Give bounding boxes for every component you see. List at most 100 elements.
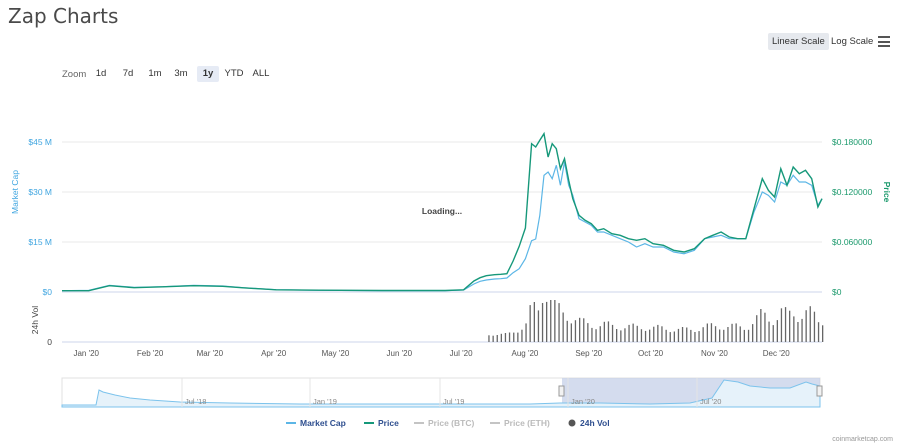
volume-tick-hidden: $0 <box>43 287 53 297</box>
navigator-tick-label: Jul '20 <box>700 397 721 406</box>
price-line <box>62 131 823 292</box>
volume-bar <box>595 329 597 342</box>
legend-item[interactable]: Price (ETH) <box>490 418 550 428</box>
volume-bar <box>661 326 663 342</box>
volume-bar <box>546 301 548 342</box>
navigator-tick-label: Jul '18 <box>185 397 206 406</box>
legend-item[interactable]: Price <box>364 418 399 428</box>
volume-bar <box>747 329 750 342</box>
volume-bar <box>566 320 568 342</box>
left-tick: $0 <box>43 287 53 297</box>
volume-bar <box>719 329 721 342</box>
market-cap-line <box>61 161 823 292</box>
volume-bar <box>784 307 787 342</box>
legend-item[interactable]: 24h Vol <box>568 418 610 428</box>
right-tick: $0.180000 <box>832 137 872 147</box>
legend-item[interactable]: Market Cap <box>286 418 346 428</box>
volume-bar <box>607 321 610 342</box>
volume-bar <box>793 316 795 342</box>
volume-bar <box>537 310 540 342</box>
left-tick: $45 M <box>28 137 52 147</box>
volume-bar <box>756 315 758 342</box>
volume-bar <box>702 327 704 342</box>
left-tick: $30 M <box>28 187 52 197</box>
credit-text: coinmarketcap.com <box>832 436 893 443</box>
zoom-3m-button[interactable]: 3m <box>174 68 188 79</box>
zoom-ytd-button[interactable]: YTD <box>224 68 244 79</box>
x-tick-label: Mar '20 <box>197 349 224 358</box>
navigator-handle-left[interactable] <box>558 385 565 397</box>
legend-item[interactable]: Price (BTC) <box>414 418 474 428</box>
volume-bar <box>698 331 700 342</box>
volume-bar <box>797 322 799 342</box>
right-tick: $0.120000 <box>832 187 872 197</box>
right-tick: $0 <box>832 287 842 297</box>
loading-indicator: Loading... <box>422 206 462 216</box>
page-title: Zap Charts <box>8 4 119 28</box>
volume-bar <box>805 310 807 342</box>
volume-bar <box>681 327 684 342</box>
volume-bar <box>599 326 601 342</box>
volume-bar <box>801 318 803 342</box>
volume-bar <box>772 325 774 342</box>
zoom-7d-button[interactable]: 7d <box>122 68 134 79</box>
volume-bar <box>694 332 696 342</box>
volume-bar <box>636 325 638 342</box>
legend-label: Market Cap <box>300 418 346 428</box>
x-tick-label: May '20 <box>322 349 350 358</box>
volume-bar <box>735 323 737 342</box>
zoom-all-button[interactable]: ALL <box>252 68 270 79</box>
zoom-label: Zoom <box>62 69 87 80</box>
left-tick: $15 M <box>28 237 52 247</box>
volume-bar <box>649 329 651 342</box>
x-tick-label: Nov '20 <box>701 349 728 358</box>
navigator-tick-label: Jan '19 <box>313 397 337 406</box>
x-tick-label: Jul '20 <box>450 349 473 358</box>
x-tick-label: Jun '20 <box>387 349 413 358</box>
legend-label: Price <box>378 418 399 428</box>
navigator-tick-label: Jan '20 <box>571 397 595 406</box>
volume-bar <box>743 329 745 342</box>
volume-bar <box>496 335 498 342</box>
volume-bar <box>620 330 622 342</box>
volume-bar <box>529 305 531 342</box>
hamburger-menu-icon[interactable] <box>878 36 890 47</box>
navigator-handle-right[interactable] <box>816 385 823 397</box>
right-axis-label: Price <box>882 182 892 203</box>
volume-bar <box>739 326 741 342</box>
volume-bar <box>710 323 713 342</box>
volume-bar <box>628 324 630 342</box>
volume-bar <box>583 318 585 342</box>
volume-tick: 0 <box>47 337 52 347</box>
volume-bar <box>723 329 725 342</box>
volume-bar <box>624 328 626 342</box>
x-tick-label: Sep '20 <box>575 349 602 358</box>
x-tick-label: Oct '20 <box>638 349 664 358</box>
volume-bar <box>653 326 655 342</box>
volume-bar <box>554 300 556 342</box>
zoom-1m-button[interactable]: 1m <box>148 68 162 79</box>
left-axis-label: Market Cap <box>10 170 20 214</box>
volume-bar <box>727 327 729 342</box>
volume-bar <box>570 323 572 342</box>
volume-axis-label: 24h Vol <box>30 306 40 334</box>
zoom-1y-button[interactable]: 1y <box>197 66 219 82</box>
legend-label: Price (ETH) <box>504 418 550 428</box>
zoom-1d-button[interactable]: 1d <box>95 68 107 79</box>
volume-bar <box>579 317 581 342</box>
x-tick-label: Feb '20 <box>137 349 164 358</box>
volume-bar <box>517 332 519 342</box>
volume-bar <box>574 320 577 342</box>
volume-bar <box>508 332 511 342</box>
volume-bar <box>677 328 680 342</box>
volume-bar <box>632 323 634 342</box>
volume-bar <box>550 300 552 342</box>
volume-bar <box>591 327 593 342</box>
linear-scale-button[interactable]: Linear Scale <box>768 33 829 50</box>
volume-bar <box>541 303 544 342</box>
volume-bar <box>558 303 560 342</box>
volume-bar <box>776 320 778 342</box>
log-scale-button[interactable]: Log Scale <box>831 36 874 47</box>
volume-bar <box>706 323 708 342</box>
